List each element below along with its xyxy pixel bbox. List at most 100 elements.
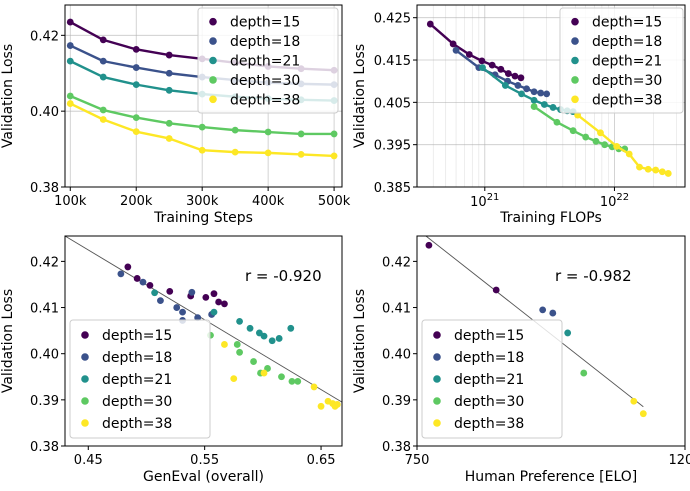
legend-item: depth=38 — [571, 92, 662, 108]
legend-item: depth=15 — [209, 15, 300, 31]
x-tick-exponent: 21 — [487, 192, 500, 203]
data-point — [151, 289, 159, 297]
legend-item: depth=38 — [433, 416, 524, 432]
data-point — [287, 324, 295, 332]
data-point — [549, 309, 557, 317]
data-point — [553, 118, 561, 126]
data-point — [294, 377, 302, 385]
x-tick-label: 1022 — [600, 192, 629, 210]
data-point — [260, 332, 268, 340]
data-point — [99, 36, 107, 44]
axes-frame — [416, 4, 686, 188]
legend: depth=15 depth=18 depth=21 depth=30 depth=38 — [421, 319, 563, 439]
legend-item: depth=30 — [81, 394, 172, 410]
data-point — [198, 123, 206, 131]
data-point — [139, 278, 147, 286]
legend-label: depth=38 — [592, 92, 662, 108]
data-point — [449, 40, 457, 48]
series-depth=15 — [124, 263, 228, 308]
data-point — [497, 65, 505, 73]
legend-marker — [433, 419, 441, 427]
series-depth=38 — [221, 341, 341, 410]
series-depth=30 — [66, 92, 338, 138]
x-tick-label: 200k — [120, 194, 153, 209]
x-axis-label: Training Steps — [153, 210, 253, 226]
data-point — [66, 92, 74, 100]
legend-label: depth=18 — [102, 350, 172, 366]
legend-item: depth=30 — [209, 73, 300, 89]
data-point — [564, 329, 572, 337]
legend-item: depth=30 — [571, 73, 662, 89]
x-axis-label: GenEval (overall) — [143, 469, 264, 485]
legend-marker — [433, 353, 441, 361]
x-tick-exponent: 22 — [616, 192, 629, 203]
legend-label: depth=18 — [230, 34, 300, 50]
data-point — [569, 127, 577, 135]
fit-line — [65, 236, 342, 403]
legend: depth=15 depth=18 depth=21 depth=30 depth=38 — [559, 7, 684, 114]
legend-item: depth=15 — [571, 15, 662, 31]
legend-marker — [209, 56, 217, 65]
data-point — [330, 130, 338, 138]
data-point — [530, 88, 538, 96]
legend-box — [421, 319, 563, 439]
legend-label: depth=38 — [102, 416, 172, 432]
legend-label: depth=15 — [592, 15, 662, 31]
data-point — [173, 304, 181, 311]
data-point — [99, 116, 107, 123]
correlation-annotation: r = -0.920 — [245, 267, 322, 285]
legend-marker — [571, 37, 579, 45]
data-point — [215, 298, 223, 306]
data-point — [260, 369, 268, 377]
y-axis-label: Validation Loss — [352, 44, 368, 148]
data-point — [146, 281, 154, 289]
data-point — [288, 377, 296, 385]
x-tick-label: 1200 — [668, 453, 690, 468]
legend-item: depth=18 — [209, 34, 300, 50]
data-point — [179, 308, 186, 316]
data-point — [317, 402, 325, 410]
data-point — [66, 18, 74, 26]
legend-marker — [81, 331, 89, 339]
data-point — [66, 57, 74, 65]
legend-marker — [209, 76, 217, 84]
data-point — [99, 57, 107, 65]
data-point — [543, 90, 551, 98]
legend: depth=15 depth=18 depth=21 depth=30 depth=38 — [69, 319, 211, 439]
legend-box — [197, 7, 339, 114]
data-point — [99, 73, 107, 81]
legend-marker — [209, 17, 217, 26]
legend-label: depth=21 — [454, 372, 524, 388]
data-point — [210, 290, 218, 298]
data-point — [479, 64, 486, 72]
data-point — [478, 57, 486, 65]
data-point — [514, 82, 522, 89]
data-point — [221, 341, 228, 348]
y-tick-label: 0.40 — [382, 348, 411, 363]
data-point — [530, 103, 538, 110]
data-point — [132, 114, 140, 122]
data-point — [246, 324, 254, 332]
data-point — [582, 133, 590, 141]
chart-panel-geneval: 0.38 0.39 0.40 0.41 0.42 0.45 0.55 0.65 GenEval … — [0, 235, 343, 485]
data-point — [517, 74, 525, 82]
data-point — [540, 101, 548, 108]
series-depth=30 — [207, 331, 302, 385]
data-point — [264, 149, 272, 157]
y-tick-label: 0.415 — [374, 54, 411, 69]
legend-item: depth=21 — [81, 372, 172, 388]
data-point — [511, 72, 519, 80]
legend-label: depth=21 — [592, 54, 662, 70]
x-tick-label: 100k — [54, 194, 87, 209]
x-tick-label: 500k — [318, 194, 351, 209]
data-point — [492, 286, 500, 294]
x-tick-label: 400k — [252, 194, 285, 209]
legend-marker — [433, 397, 441, 405]
data-point — [133, 275, 141, 282]
data-point — [636, 163, 643, 171]
data-point — [630, 397, 638, 405]
data-point — [425, 241, 433, 249]
data-point — [523, 85, 530, 93]
y-tick-label: 0.405 — [374, 96, 411, 111]
data-point — [580, 369, 588, 377]
